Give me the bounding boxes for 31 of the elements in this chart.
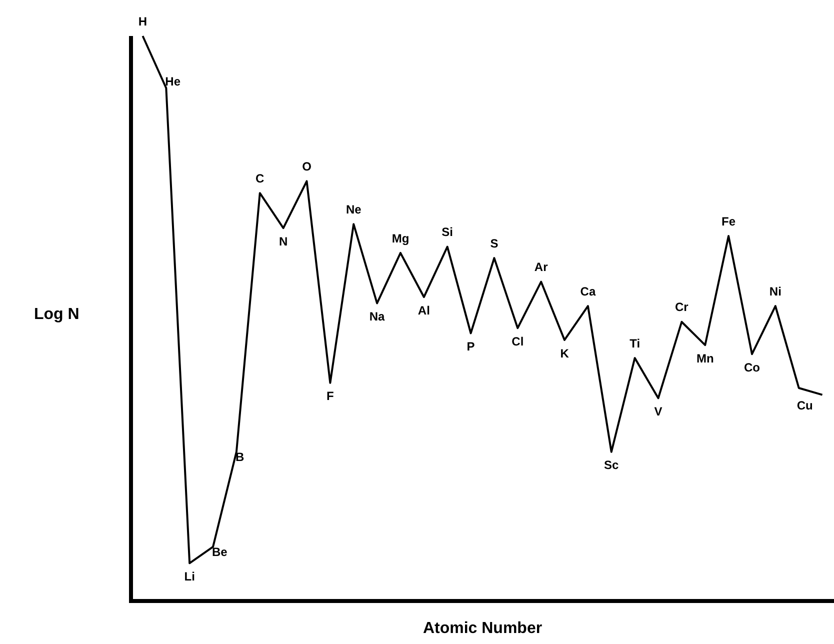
annotation: N — [278, 234, 288, 248]
y-axis-title: Log N — [34, 306, 80, 324]
annotation: Ca — [580, 284, 596, 298]
text: H — [138, 14, 148, 28]
annotation: O — [302, 160, 312, 174]
annotation: B — [235, 450, 244, 464]
annotation: He — [165, 74, 181, 88]
annotation: K — [560, 346, 570, 360]
annotation: Be — [212, 545, 228, 560]
annotation: Ne — [346, 202, 362, 216]
annotation: Fe — [722, 214, 736, 228]
annotation: Al — [418, 303, 430, 318]
annotation: V — [654, 404, 662, 418]
annotation: S — [490, 236, 498, 250]
annotation: Ar — [534, 260, 548, 274]
annotation: Cu — [796, 398, 813, 412]
annotation: Si — [442, 225, 454, 240]
annotation: P — [466, 340, 475, 354]
annotation: Co — [744, 360, 760, 374]
annotation: Li — [184, 569, 195, 584]
annotation: Mn — [696, 351, 714, 366]
annotation: Sc — [604, 458, 620, 472]
annotation: Ni — [769, 284, 782, 298]
annotation: Mg — [392, 231, 410, 246]
annotation: F — [326, 389, 334, 404]
annotation: Na — [369, 310, 386, 324]
annotation: Ti — [630, 336, 640, 350]
annotation: C — [256, 171, 265, 186]
x-axis-title: Atomic Number — [422, 620, 544, 638]
annotation: Cl — [512, 334, 524, 348]
annotation: Cr — [675, 300, 689, 314]
